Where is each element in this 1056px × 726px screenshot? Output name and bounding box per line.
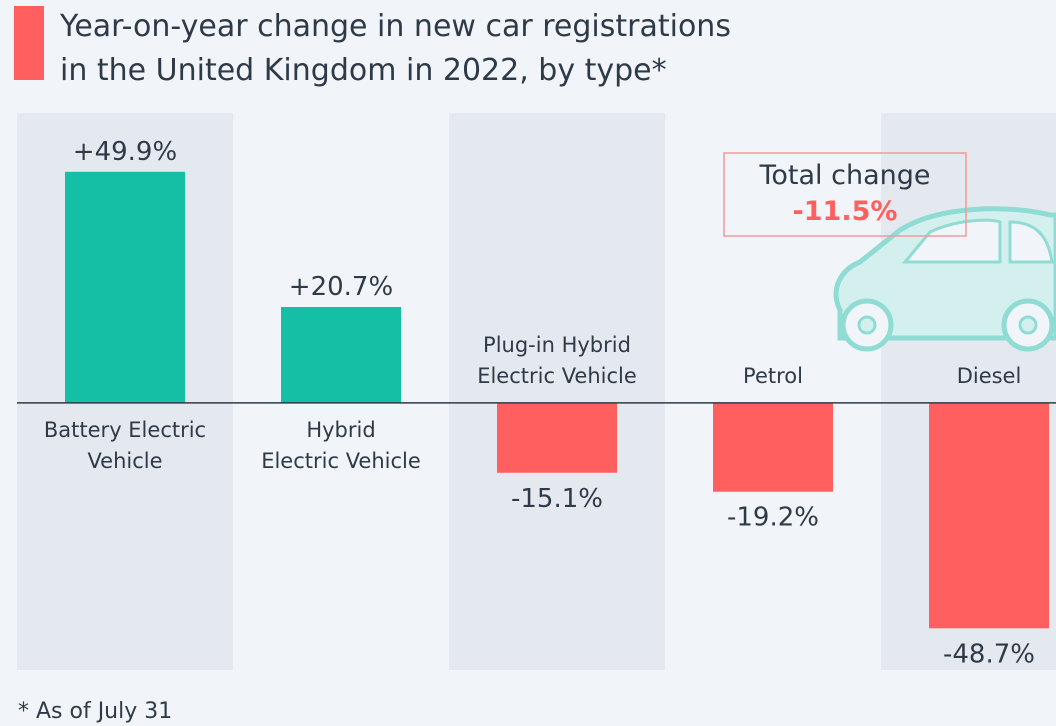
annotation-value: -11.5% xyxy=(793,196,898,227)
value-label: -19.2% xyxy=(727,503,819,533)
car-illustration xyxy=(833,206,1056,352)
category-label: Battery Electric Vehicle xyxy=(44,418,206,473)
title-marker xyxy=(14,6,44,80)
category-label: Petrol xyxy=(743,364,803,388)
bar xyxy=(497,402,617,473)
annotation-box xyxy=(723,152,967,237)
bar xyxy=(713,402,833,492)
bar xyxy=(281,307,401,403)
value-label: -48.7% xyxy=(943,639,1035,669)
category-label: Diesel xyxy=(957,364,1022,388)
value-label: +49.9% xyxy=(73,137,177,167)
value-label: -15.1% xyxy=(511,484,603,514)
chart-title: Year-on-year change in new car registrat… xyxy=(59,9,731,88)
annotation-label: Total change xyxy=(758,160,930,191)
category-label: Plug-in Hybrid Electric Vehicle xyxy=(477,333,637,388)
column-band xyxy=(449,113,665,670)
bar xyxy=(65,171,185,403)
bar xyxy=(929,402,1049,629)
footnote: * As of July 31 xyxy=(18,699,172,724)
value-label: +20.7% xyxy=(289,272,393,302)
category-label: Hybrid Electric Vehicle xyxy=(261,418,421,473)
